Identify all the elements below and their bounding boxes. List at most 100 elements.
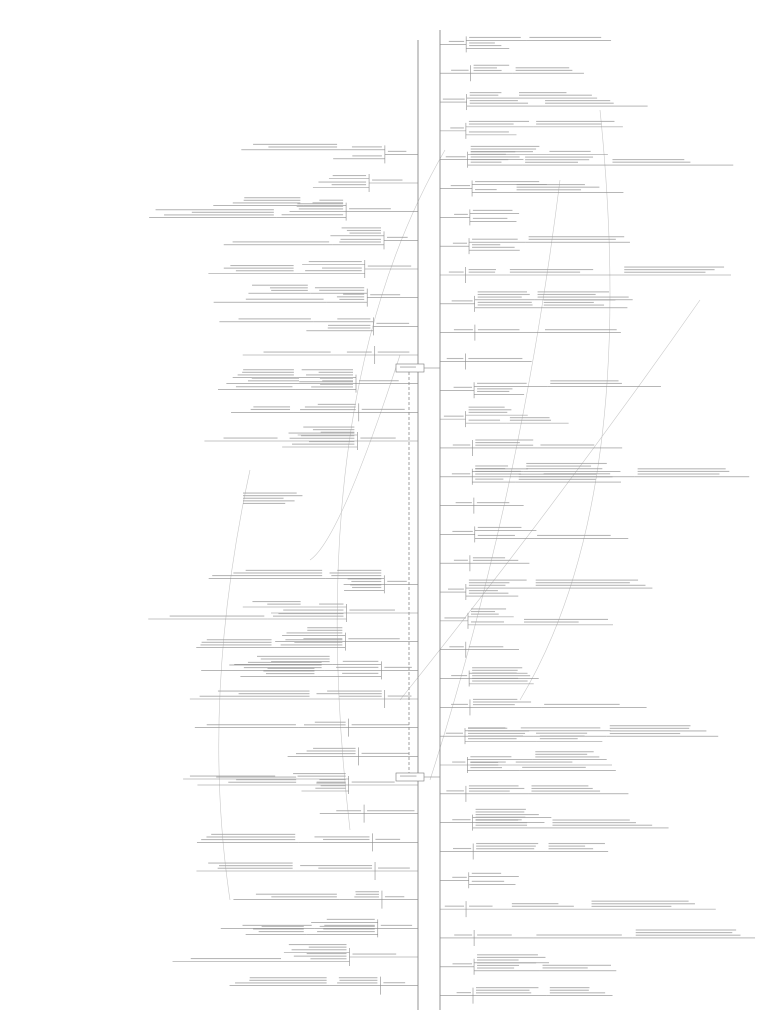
illegible-text-line <box>468 357 523 360</box>
illegible-text-line <box>361 408 405 410</box>
illegible-text-line <box>288 432 355 434</box>
illegible-text-line <box>327 690 382 692</box>
trunks <box>408 30 441 1010</box>
illegible-text-line <box>216 776 297 778</box>
illegible-text-line <box>358 380 399 382</box>
illegible-text-line <box>232 241 330 243</box>
illegible-text-line <box>278 613 344 615</box>
illegible-text-line <box>472 680 528 682</box>
illegible-text-line <box>471 872 502 874</box>
illegible-text-line <box>475 814 539 816</box>
illegible-text-line <box>319 779 346 781</box>
illegible-text-line <box>470 761 499 763</box>
illegible-text-line <box>470 161 502 163</box>
illegible-text-line <box>529 36 602 39</box>
illegible-text-line <box>263 670 315 672</box>
illegible-text-line <box>542 967 588 969</box>
illegible-text-line <box>307 627 343 629</box>
illegible-text-line <box>200 644 272 646</box>
illegible-text-line <box>352 953 397 955</box>
illegible-text-line <box>477 964 520 966</box>
illegible-text-line <box>164 214 274 216</box>
illegible-text-line <box>609 725 691 727</box>
illegible-text-line <box>316 781 346 783</box>
illegible-text-line <box>377 351 410 353</box>
illegible-text-line <box>475 189 497 191</box>
illegible-text-line <box>469 45 502 47</box>
illegible-text-line <box>367 265 412 267</box>
illegible-text-line <box>349 232 382 234</box>
illegible-text-line <box>304 406 356 408</box>
illegible-text-line <box>327 327 371 329</box>
illegible-text-line <box>303 426 355 428</box>
illegible-text-line <box>380 924 413 926</box>
illegible-text-line <box>314 836 370 838</box>
illegible-text-line <box>447 588 464 590</box>
illegible-text-line <box>451 675 468 677</box>
illegible-text-line <box>477 304 533 306</box>
illegible-text-line <box>477 390 510 392</box>
illegible-text-line <box>305 270 362 272</box>
illegible-text-line <box>469 42 495 44</box>
illegible-text-line <box>472 672 517 674</box>
illegible-text-line <box>453 847 472 850</box>
illegible-text-line <box>444 905 465 907</box>
illegible-text-line <box>269 287 308 289</box>
illegible-text-line <box>468 120 530 122</box>
illegible-text-line <box>475 989 530 991</box>
illegible-text-line <box>235 386 293 388</box>
illegible-text-line <box>468 269 496 271</box>
illegible-text-line <box>472 238 518 240</box>
illegible-text-line <box>472 675 531 677</box>
illegible-text-line <box>543 299 616 301</box>
illegible-text-line <box>280 644 343 646</box>
illegible-text-line <box>477 962 537 964</box>
illegible-text-line <box>351 724 409 726</box>
illegible-text-line <box>475 819 519 821</box>
illegible-text-line <box>300 865 373 867</box>
illegible-text-line <box>387 150 407 152</box>
illegible-text-line <box>624 269 715 271</box>
illegible-text-line <box>291 949 347 951</box>
illegible-text-line <box>452 761 466 763</box>
illegible-text-line <box>260 658 330 660</box>
illegible-text-line <box>540 444 595 446</box>
illegible-text-line <box>352 586 382 589</box>
illegible-text-line <box>308 946 347 948</box>
illegible-text-line <box>470 764 499 766</box>
illegible-text-line <box>336 666 379 668</box>
illegible-text-line <box>355 893 379 895</box>
illegible-text-line <box>324 924 375 926</box>
illegible-text-line <box>298 208 344 210</box>
illegible-text-line <box>477 382 527 384</box>
illegible-text-line <box>528 236 625 238</box>
cross-link-curve <box>218 469 251 901</box>
illegible-text-line <box>509 269 594 271</box>
illegible-text-line <box>542 964 611 966</box>
illegible-text-line <box>470 148 537 150</box>
illegible-text-line <box>477 956 546 958</box>
illegible-text-line <box>475 992 532 994</box>
illegible-text-line <box>635 932 733 934</box>
illegible-text-line <box>536 732 588 734</box>
illegible-text-line <box>469 94 499 96</box>
illegible-text-line <box>470 767 503 769</box>
illegible-text-line <box>473 64 510 66</box>
illegible-text-line <box>350 584 382 586</box>
illegible-text-line <box>367 810 415 812</box>
illegible-text-line <box>243 502 286 504</box>
illegible-text-line <box>535 756 600 758</box>
illegible-text-line <box>314 721 346 723</box>
illegible-text-line <box>294 641 343 643</box>
illegible-text-line <box>470 621 505 623</box>
illegible-text-line <box>352 155 382 157</box>
illegible-text-line <box>475 808 526 810</box>
illegible-text-line <box>524 618 609 620</box>
illegible-text-line <box>199 695 310 697</box>
central-node <box>395 363 425 373</box>
illegible-text-line <box>308 441 355 443</box>
illegible-text-line <box>535 582 630 584</box>
illegible-text-line <box>235 982 327 984</box>
illegible-text-line <box>468 592 509 594</box>
illegible-text-line <box>472 677 519 679</box>
